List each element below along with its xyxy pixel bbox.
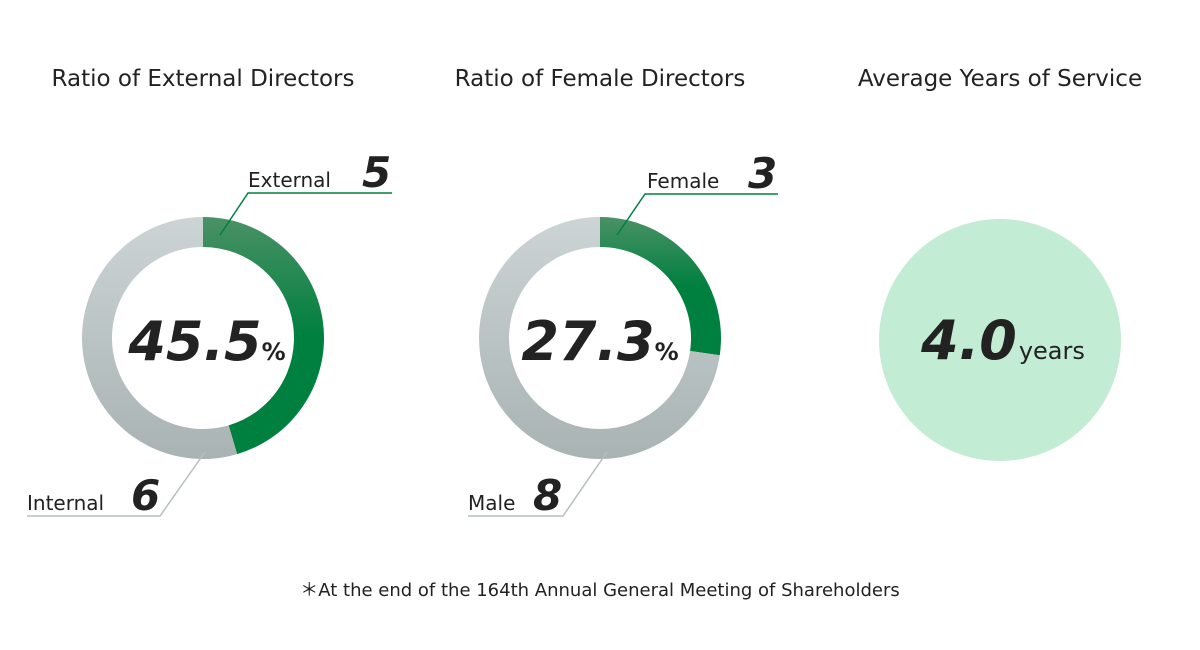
chart-title-external: Ratio of External Directors xyxy=(51,66,355,92)
slice-label-female: Female xyxy=(647,169,719,193)
footnote: ＊At the end of the 164th Annual General … xyxy=(300,580,900,601)
chart-title-years: Average Years of Service xyxy=(857,66,1143,92)
chart-title-female: Ratio of Female Directors xyxy=(454,66,746,92)
center-value-external: 45.5% xyxy=(127,310,285,373)
years-circle xyxy=(879,219,1121,461)
donut-slice-internal xyxy=(81,217,238,459)
slice-value-external: 5 xyxy=(362,148,391,197)
slice-label-internal: Internal xyxy=(27,491,104,515)
slice-value-female: 3 xyxy=(748,149,777,198)
donut-external xyxy=(81,217,324,459)
slice-value-internal: 6 xyxy=(131,471,160,520)
center-value-female: 27.3% xyxy=(521,310,678,373)
donut-slice-external xyxy=(203,217,324,455)
leader-line-external xyxy=(219,192,392,236)
slice-value-male: 8 xyxy=(533,471,562,520)
donut-slice-female xyxy=(600,217,721,356)
slice-label-external: External xyxy=(248,168,331,192)
years-value: 4.0years xyxy=(920,309,1085,372)
slice-label-male: Male xyxy=(468,491,515,515)
leader-line-female xyxy=(616,193,778,236)
donut-female xyxy=(479,217,721,459)
leader-line-internal xyxy=(27,451,206,517)
leader-line-male xyxy=(468,451,608,517)
